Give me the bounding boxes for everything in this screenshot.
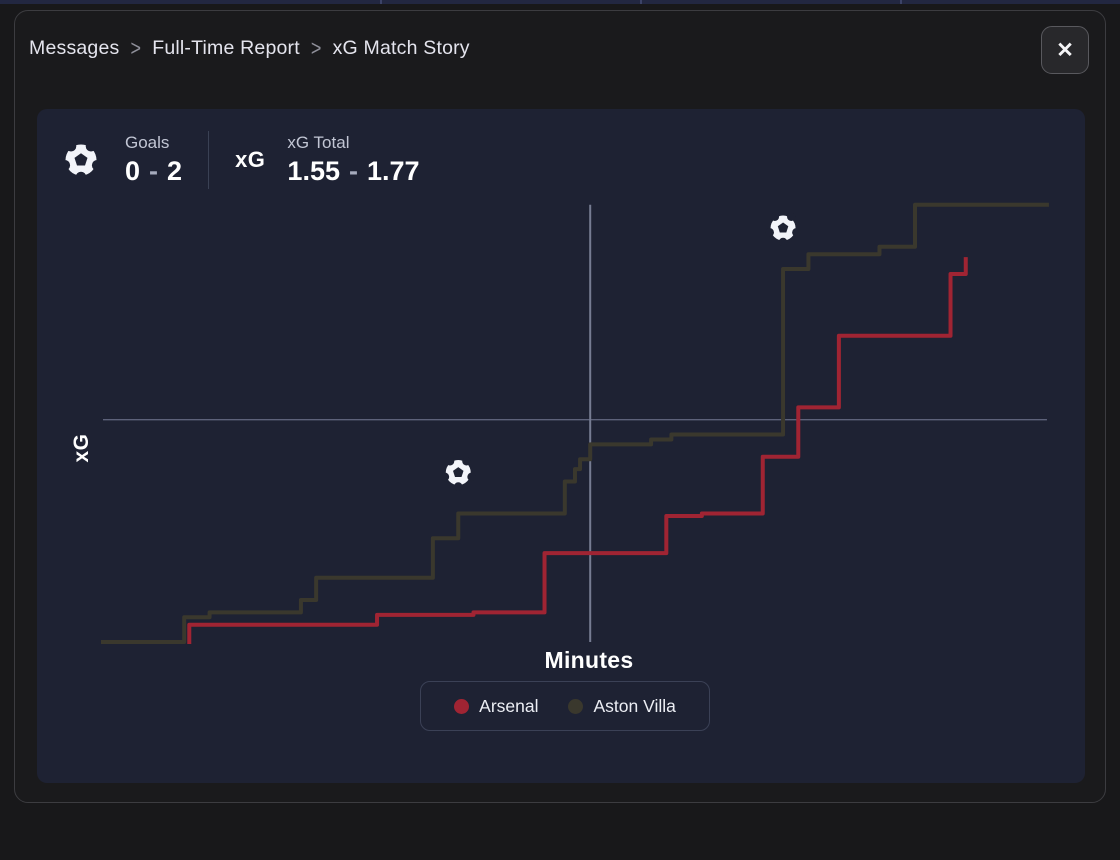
- y-axis-label: xG: [70, 433, 93, 463]
- aston-villa-dot-icon: [568, 698, 584, 714]
- x-axis-label: Minutes: [544, 647, 634, 673]
- legend-item-aston-villa[interactable]: Aston Villa: [568, 695, 676, 717]
- xg-separator: -: [348, 156, 358, 186]
- xg-away: 1.77: [366, 156, 420, 186]
- chart-legend: Arsenal Aston Villa: [420, 681, 710, 731]
- report-modal-panel: Messages > Full-Time Report > xG Match S…: [14, 10, 1106, 803]
- xg-badge-icon: xG: [235, 147, 266, 172]
- xg-chart-svg: [101, 202, 1049, 644]
- goals-separator: -: [149, 156, 159, 186]
- legend-label-arsenal: Arsenal: [479, 695, 539, 716]
- series-line-arsenal: [187, 257, 968, 644]
- breadcrumb-item-messages[interactable]: Messages: [29, 37, 120, 59]
- chevron-right-icon: >: [310, 35, 322, 61]
- xg-match-story-card: Goals 0 - 2 xG xG Total 1.55 - 1.77 xG M…: [37, 109, 1085, 783]
- legend-label-aston-villa: Aston Villa: [593, 695, 676, 716]
- top-strip-divider: [380, 0, 382, 4]
- close-button[interactable]: ✕: [1041, 26, 1089, 74]
- xg-total-stat: xG Total 1.55 - 1.77: [287, 133, 419, 187]
- top-strip-divider: [640, 0, 642, 4]
- legend-item-arsenal[interactable]: Arsenal: [454, 696, 538, 717]
- goals-home: 0: [125, 156, 141, 186]
- breadcrumb-item-full-time-report[interactable]: Full-Time Report: [152, 37, 300, 59]
- xg-total-value: 1.55 - 1.77: [287, 155, 419, 187]
- goals-value: 0 - 2: [125, 155, 182, 187]
- series-line-aston-villa: [101, 202, 1049, 644]
- goal-ball-icon: [440, 456, 476, 491]
- xg-total-label: xG Total: [287, 133, 350, 152]
- goals-label: Goals: [125, 133, 170, 152]
- goals-stat: Goals 0 - 2: [125, 133, 182, 187]
- chevron-right-icon: >: [130, 35, 142, 61]
- top-strip-divider: [900, 0, 902, 4]
- close-icon: ✕: [1056, 38, 1074, 62]
- goal-ball-icon: [765, 212, 801, 247]
- breadcrumb: Messages > Full-Time Report > xG Match S…: [29, 35, 470, 61]
- stat-divider: [208, 131, 210, 189]
- top-edge-strip: [0, 0, 1120, 4]
- score-header: Goals 0 - 2 xG xG Total 1.55 - 1.77: [63, 131, 420, 189]
- breadcrumb-item-xg-match-story: xG Match Story: [332, 37, 470, 59]
- arsenal-dot-icon: [454, 698, 470, 714]
- xg-home: 1.55: [287, 156, 340, 186]
- football-glyph: [63, 142, 99, 178]
- goals-away: 2: [167, 156, 183, 186]
- football-icon: [63, 142, 99, 178]
